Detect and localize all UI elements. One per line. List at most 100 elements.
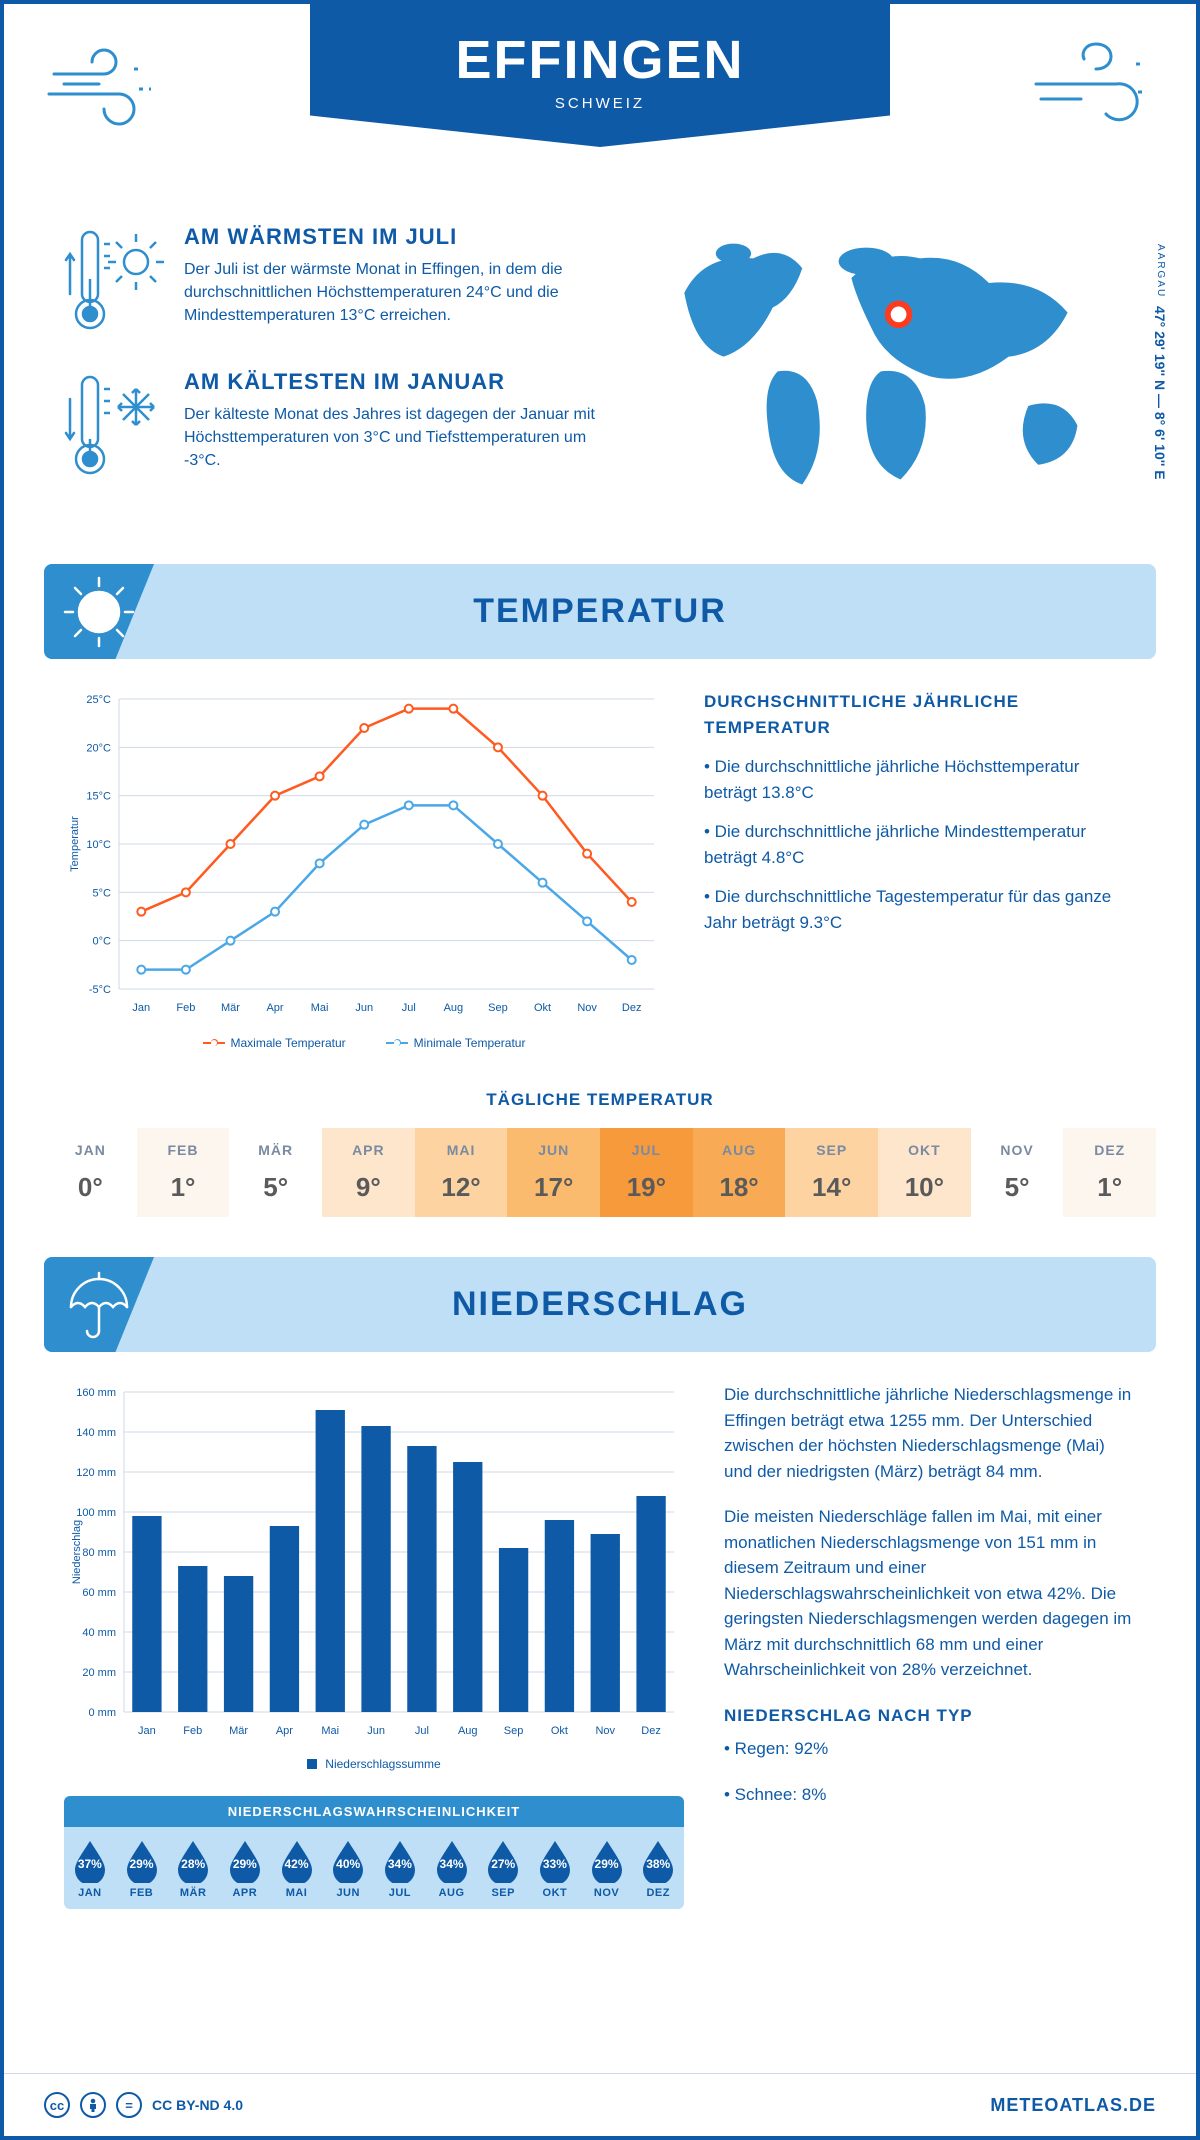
header: EFFINGEN SCHWEIZ [4,4,1196,224]
raindrop-icon: 28% [174,1839,212,1883]
svg-text:Okt: Okt [534,1002,551,1014]
daily-temp-cell: APR9° [322,1128,415,1217]
svg-text:Okt: Okt [551,1725,568,1737]
precip-para-1: Die durchschnittliche jährliche Niedersc… [724,1382,1136,1484]
fact-warm-title: AM WÄRMSTEN IM JULI [184,224,605,250]
svg-text:25°C: 25°C [86,694,111,706]
section-title: NIEDERSCHLAG [452,1285,748,1324]
raindrop-icon: 42% [278,1839,316,1883]
fact-warm: AM WÄRMSTEN IM JULI Der Juli ist der wär… [64,224,605,339]
svg-text:Aug: Aug [444,1002,464,1014]
page-title: EFFINGEN [310,29,890,91]
svg-text:Jul: Jul [402,1002,416,1014]
raindrop-icon: 29% [226,1839,264,1883]
fact-cold-title: AM KÄLTESTEN IM JANUAR [184,369,605,395]
prob-cell: 38%DEZ [632,1827,684,1909]
prob-cell: 40%JUN [322,1827,374,1909]
precip-type-1: • Regen: 92% [724,1736,1136,1762]
svg-text:Dez: Dez [641,1725,661,1737]
license-block: cc = CC BY-ND 4.0 [44,2092,243,2118]
svg-text:Temperatur: Temperatur [69,816,81,872]
prob-cell: 34%AUG [426,1827,478,1909]
precip-para-2: Die meisten Niederschläge fallen im Mai,… [724,1504,1136,1683]
raindrop-icon: 33% [536,1839,574,1883]
temp-note-1: • Die durchschnittliche jährliche Höchst… [704,754,1136,805]
svg-text:20 mm: 20 mm [82,1667,116,1679]
precip-text: Die durchschnittliche jährliche Niedersc… [724,1382,1136,1909]
svg-text:0°C: 0°C [93,936,112,948]
footer: cc = CC BY-ND 4.0 METEOATLAS.DE [4,2073,1196,2136]
title-banner: EFFINGEN SCHWEIZ [310,4,890,147]
nd-icon: = [116,2092,142,2118]
world-map-block: AARGAU 47° 29' 19'' N — 8° 6' 10'' E [645,224,1136,514]
svg-text:40 mm: 40 mm [82,1627,116,1639]
section-title: TEMPERATUR [473,592,727,631]
daily-temp-cell: JAN0° [44,1128,137,1217]
daily-temp-cell: DEZ1° [1063,1128,1156,1217]
svg-text:Apr: Apr [266,1002,283,1014]
svg-text:120 mm: 120 mm [76,1467,116,1479]
raindrop-icon: 40% [329,1839,367,1883]
svg-text:80 mm: 80 mm [82,1547,116,1559]
region-label: AARGAU [1155,244,1166,298]
wind-icon [1026,34,1156,139]
bar-legend: Niederschlagssumme [64,1757,684,1771]
prob-cell: 37%JAN [64,1827,116,1909]
daily-temp-cell: FEB1° [137,1128,230,1217]
prob-cell: 34%JUL [374,1827,426,1909]
sun-icon [59,572,139,657]
fact-cold-body: Der kälteste Monat des Jahres ist dagege… [184,403,605,473]
daily-temp-cell: OKT10° [878,1128,971,1217]
prob-cell: 29%APR [219,1827,271,1909]
fact-warm-body: Der Juli ist der wärmste Monat in Effing… [184,258,605,328]
precip-type-heading: NIEDERSCHLAG NACH TYP [724,1703,1136,1729]
svg-text:Mai: Mai [321,1725,339,1737]
section-bar-precip: NIEDERSCHLAG [44,1257,1156,1352]
svg-text:Jul: Jul [415,1725,429,1737]
svg-text:Sep: Sep [504,1725,524,1737]
coordinates: AARGAU 47° 29' 19'' N — 8° 6' 10'' E [1152,244,1168,480]
license-text: CC BY-ND 4.0 [152,2097,243,2113]
world-map-icon [645,224,1136,504]
raindrop-icon: 27% [484,1839,522,1883]
temp-note-3: • Die durchschnittliche Tagestemperatur … [704,884,1136,935]
thermometer-sun-icon [64,224,164,339]
svg-text:-5°C: -5°C [89,984,111,996]
svg-text:Nov: Nov [577,1002,597,1014]
daily-temp-cell: AUG18° [693,1128,786,1217]
umbrella-icon [59,1265,139,1350]
svg-text:Jan: Jan [138,1725,156,1737]
coords-text: 47° 29' 19'' N — 8° 6' 10'' E [1152,306,1168,480]
wind-icon [44,34,174,139]
svg-text:Dez: Dez [622,1002,642,1014]
svg-text:Jun: Jun [355,1002,373,1014]
fact-cold: AM KÄLTESTEN IM JANUAR Der kälteste Mona… [64,369,605,484]
thermometer-snow-icon [64,369,164,484]
prob-cell: 28%MÄR [167,1827,219,1909]
svg-text:160 mm: 160 mm [76,1387,116,1399]
prob-cell: 29%NOV [581,1827,633,1909]
daily-temp-title: TÄGLICHE TEMPERATUR [4,1090,1196,1110]
legend-max: Maximale Temperatur [231,1036,346,1050]
svg-text:Apr: Apr [276,1725,293,1737]
svg-text:Mär: Mär [221,1002,240,1014]
prob-cell: 27%SEP [477,1827,529,1909]
svg-text:140 mm: 140 mm [76,1427,116,1439]
svg-text:Mai: Mai [311,1002,329,1014]
svg-text:Niederschlag: Niederschlag [71,1520,83,1584]
infographic-page: EFFINGEN SCHWEIZ [0,0,1200,2140]
precip-probability-strip: NIEDERSCHLAGSWAHRSCHEINLICHKEIT 37%JAN 2… [64,1796,684,1909]
by-icon [80,2092,106,2118]
svg-text:Mär: Mär [229,1725,248,1737]
svg-text:15°C: 15°C [86,791,111,803]
daily-temp-cell: JUN17° [507,1128,600,1217]
raindrop-icon: 29% [123,1839,161,1883]
raindrop-icon: 29% [588,1839,626,1883]
svg-text:Aug: Aug [458,1725,478,1737]
temperature-content: -5°C0°C5°C10°C15°C20°C25°CJanFebMärAprMa… [4,689,1196,1070]
temperature-notes: DURCHSCHNITTLICHE JÄHRLICHE TEMPERATUR •… [704,689,1136,1050]
raindrop-icon: 34% [381,1839,419,1883]
daily-temp-cell: MÄR5° [229,1128,322,1217]
daily-temp-strip: JAN0°FEB1°MÄR5°APR9°MAI12°JUN17°JUL19°AU… [44,1128,1156,1217]
svg-text:Feb: Feb [183,1725,202,1737]
